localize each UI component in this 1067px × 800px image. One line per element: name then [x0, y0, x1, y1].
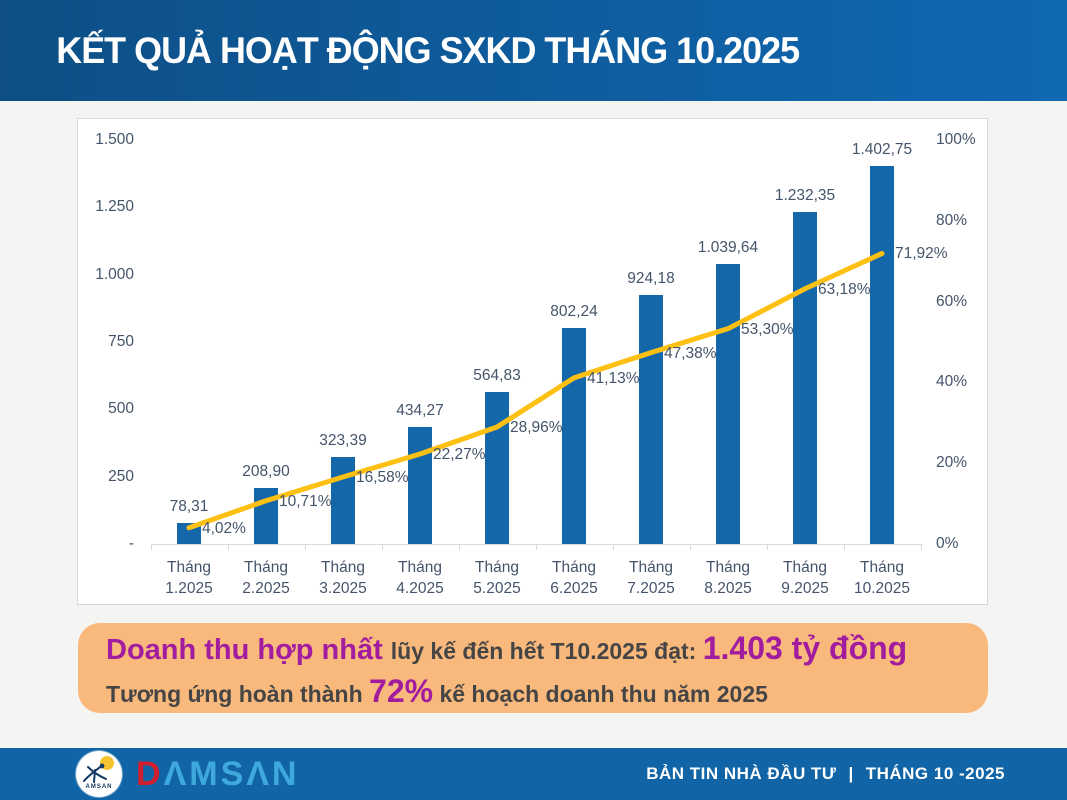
damsan-wordmark: DΛMSΛN [136, 757, 299, 791]
bar-value-label: 564,83 [473, 366, 521, 384]
bar-value-label: 1.039,64 [697, 238, 759, 256]
y-axis-right-tick: 0% [936, 535, 959, 552]
bar-value-label: 1.402,75 [851, 141, 913, 159]
footer-caption: BẢN TIN NHÀ ĐẦU TƯ | THÁNG 10 -2025 [646, 764, 1005, 784]
line-point-label: 22,27% [433, 446, 486, 464]
x-axis-category: Tháng 7.2025 [627, 559, 675, 597]
bar-value-label: 323,39 [319, 431, 367, 449]
revenue-bar [870, 166, 894, 544]
y-axis-left-tick: 1.250 [95, 198, 134, 216]
line-point-label: 71,92% [895, 245, 948, 263]
callout-text-segment: kế hoạch doanh thu năm 2025 [433, 681, 768, 707]
revenue-bar [639, 295, 663, 544]
x-axis-tick [458, 544, 460, 550]
callout-text-segment: Doanh thu hợp nhất [106, 634, 391, 666]
x-axis-tick [304, 544, 306, 550]
wordmark-rest: ΛMSΛN [163, 755, 300, 793]
wordmark-d: D [136, 755, 164, 793]
header-banner: KẾT QUẢ HOẠT ĐỘNG SXKD THÁNG 10.2025 [0, 0, 1067, 101]
y-axis-left-tick: 1.500 [95, 131, 134, 148]
bar-value-label: 434,27 [396, 402, 444, 420]
footer-bar: AMSAN DΛMSΛN BẢN TIN NHÀ ĐẦU TƯ | THÁNG … [0, 748, 1067, 800]
x-axis-category: Tháng 10.2025 [853, 559, 911, 597]
x-axis-tick [150, 544, 152, 550]
line-point-label: 41,13% [587, 369, 640, 387]
damsan-logo-icon: AMSAN [76, 751, 122, 797]
revenue-bar [485, 391, 509, 544]
bar-value-label: 78,31 [169, 497, 209, 515]
callout-line-2: Tương ứng hoàn thành 72% kế hoạch doanh … [106, 673, 960, 716]
x-axis-tick [227, 544, 229, 550]
y-axis-right-tick: 60% [936, 292, 968, 310]
y-axis-left-tick: 250 [108, 467, 134, 485]
bulletin-label: BẢN TIN NHÀ ĐẦU TƯ [646, 764, 837, 783]
line-point-label: 47,38% [664, 344, 717, 362]
damsan-logo: AMSAN DΛMSΛN [76, 751, 299, 797]
completion-line [186, 250, 885, 531]
x-axis-category: Tháng 3.2025 [319, 559, 367, 597]
logo-text: AMSAN [85, 784, 113, 790]
line-point-label: 28,96% [510, 419, 563, 436]
x-axis-tick [920, 544, 922, 550]
revenue-bar [716, 263, 740, 544]
line-point-label: 53,30% [741, 320, 794, 338]
x-axis-tick [843, 544, 845, 550]
y-axis-right-tick: 100% [936, 131, 976, 148]
callout-text-segment: 72% [369, 673, 434, 709]
revenue-bar [331, 456, 355, 544]
page-title: KẾT QUẢ HOẠT ĐỘNG SXKD THÁNG 10.2025 [56, 29, 800, 71]
dancer-icon [83, 763, 107, 783]
x-axis-category: Tháng 9.2025 [781, 559, 829, 597]
y-axis-right-tick: 40% [936, 373, 968, 391]
x-axis-tick [381, 544, 383, 550]
bar-value-label: 802,24 [550, 302, 598, 320]
y-axis-left-tick: 500 [108, 400, 134, 418]
callout-text-segment: lũy kế đến hết T10.2025 đạt: [390, 638, 703, 664]
bulletin-date: THÁNG 10 -2025 [865, 764, 1005, 783]
x-axis-category: Tháng 4.2025 [396, 559, 444, 597]
y-axis-left-tick: 1.000 [95, 265, 134, 283]
bar-value-label: 924,18 [627, 270, 675, 288]
x-axis-tick [535, 544, 537, 550]
revenue-bar [562, 327, 586, 544]
y-axis-right-tick: 80% [936, 211, 968, 229]
x-axis-tick [612, 544, 614, 550]
x-axis-tick [689, 544, 691, 550]
line-point-label: 10,71% [279, 492, 332, 510]
line-point-label: 16,58% [356, 469, 409, 487]
x-axis-category: Tháng 5.2025 [473, 559, 521, 597]
x-axis-tick [766, 544, 768, 550]
y-axis-left-tick: 750 [108, 333, 134, 350]
callout-text-segment: 1.403 tỷ đồng [702, 630, 908, 666]
x-axis-category: Tháng 6.2025 [550, 559, 598, 597]
revenue-bar [793, 212, 817, 544]
line-point-label: 63,18% [818, 280, 871, 298]
x-axis-category: Tháng 2.2025 [242, 559, 290, 597]
callout-line-1: Doanh thu hợp nhất lũy kế đến hết T10.20… [106, 630, 960, 673]
revenue-bar [408, 427, 432, 544]
y-axis-right-tick: 20% [936, 454, 968, 472]
bar-value-label: 208,90 [242, 462, 290, 480]
revenue-chart: 1.500 1.250 1.000 750 500 250 - 100% 80% 60% 40% 20… [77, 118, 988, 605]
summary-callout: Doanh thu hợp nhất lũy kế đến hết T10.20… [78, 623, 988, 713]
line-point-label: 4,02% [202, 519, 246, 537]
x-axis-category: Tháng 1.2025 [165, 559, 213, 597]
bar-value-label: 1.232,35 [774, 187, 836, 205]
separator: | [848, 764, 854, 783]
y-axis-left-tick: - [128, 535, 134, 552]
x-axis-category: Tháng 8.2025 [704, 559, 752, 597]
callout-text-segment: Tương ứng hoàn thành [106, 681, 370, 707]
